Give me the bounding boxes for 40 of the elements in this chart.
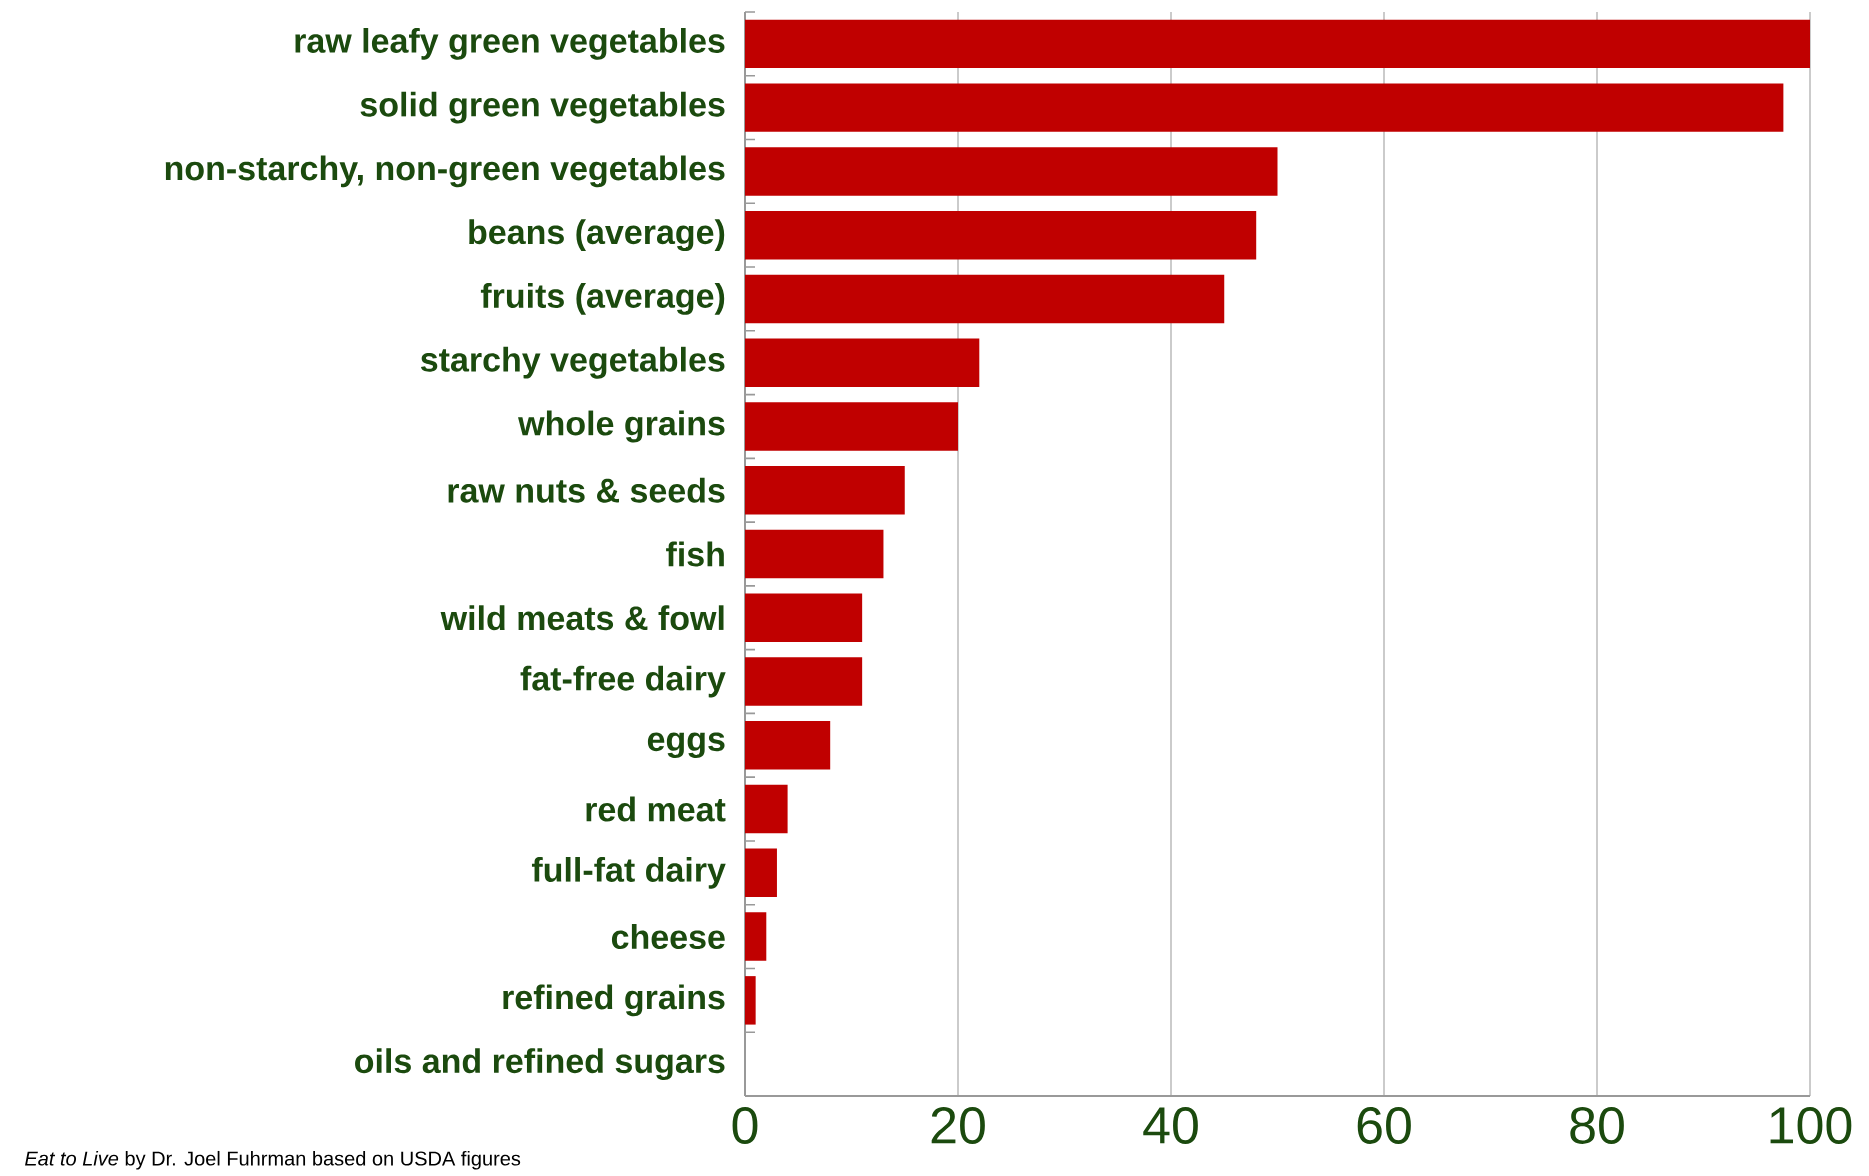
x-tick-label: 0 [732, 1107, 758, 1144]
x-tick-label: 100 [1770, 1107, 1852, 1144]
bar [745, 657, 863, 706]
y-tick-label: refined grains [503, 984, 725, 1017]
y-tick-label: eggs [647, 732, 725, 759]
y-tick-label: starchy vegetables [420, 346, 725, 379]
bar [745, 83, 1784, 132]
y-tick-label: raw nuts & seeds [448, 477, 725, 503]
y-tick-label: fish [666, 541, 724, 567]
bar [745, 976, 756, 1025]
bar [745, 147, 1278, 196]
y-tick-label: fruits (average) [480, 283, 725, 315]
bar [745, 466, 905, 515]
bar [745, 784, 788, 834]
y-tick-label: full-fat dairy [531, 856, 726, 889]
y-tick-label: oils and refined sugars [355, 1048, 725, 1081]
x-tick-label: 20 [931, 1107, 985, 1144]
bar [745, 912, 767, 961]
y-tick-label: non-starchy, non-green vegetables [165, 155, 725, 188]
bar [745, 210, 1257, 260]
y-tick-label: solid green vegetables [360, 91, 725, 124]
bar [745, 593, 863, 642]
x-tick-label: 60 [1357, 1107, 1411, 1144]
y-tick-label: beans (average) [469, 219, 725, 252]
x-tick-label: 80 [1570, 1107, 1624, 1144]
bar [745, 274, 1225, 324]
y-tick-label: cheese [611, 924, 725, 950]
y-tick-label: red meat [586, 796, 726, 822]
bar [745, 19, 1810, 69]
y-tick-label: whole grains [518, 410, 725, 443]
bar [745, 848, 777, 898]
x-tick-label: 40 [1143, 1107, 1198, 1144]
bar [745, 338, 980, 387]
y-tick-label: fat-free dairy [520, 665, 726, 698]
bar [745, 402, 958, 451]
y-tick-label: raw leafy green vegetables [295, 27, 725, 60]
bar [745, 721, 831, 770]
y-tick-label: wild meats & fowl [440, 605, 724, 631]
text: Eat to Live by Dr. Joel Fuhrman based on USDA figures [25, 1150, 521, 1170]
bar [745, 529, 884, 579]
